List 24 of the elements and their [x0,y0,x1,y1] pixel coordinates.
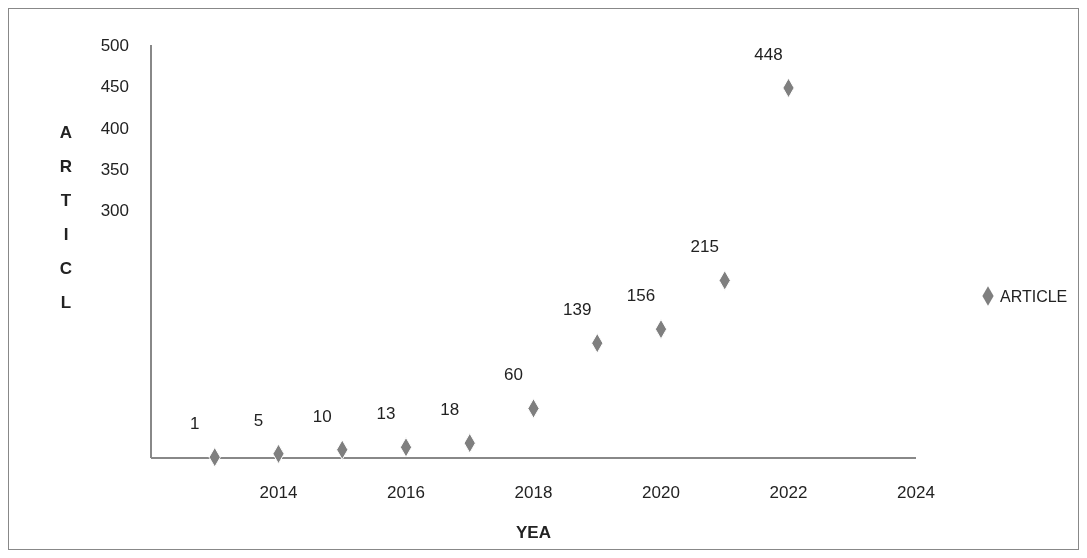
x-axis-title: YEA [516,523,551,542]
data-label: 60 [504,365,523,385]
y-tick-label: 450 [100,77,129,97]
legend-label: ARTICLE [1000,288,1068,305]
data-label: 18 [440,400,460,420]
y-tick-label: 300 [100,201,129,221]
x-tick-label: 2022 [769,483,808,502]
x-tick-label: 2014 [259,483,298,502]
y-tick-label: 350 [100,159,129,179]
data-label: 139 [563,300,592,320]
data-label: 215 [690,237,719,257]
x-tick-label: 2018 [514,483,553,502]
x-tick-label: 2016 [387,483,425,502]
data-label: 13 [376,404,396,424]
data-label: 10 [312,406,332,426]
y-tick-label: 500 [100,36,129,55]
data-label: 1 [190,414,200,434]
x-tick-label: 2024 [897,483,935,502]
data-label: 156 [626,286,656,306]
x-tick-label: 2020 [642,483,680,502]
data-label: 448 [754,44,783,64]
y-axis-title: ARTICL [59,123,73,312]
y-tick-label: 400 [100,118,129,138]
data-label: 5 [253,410,264,430]
